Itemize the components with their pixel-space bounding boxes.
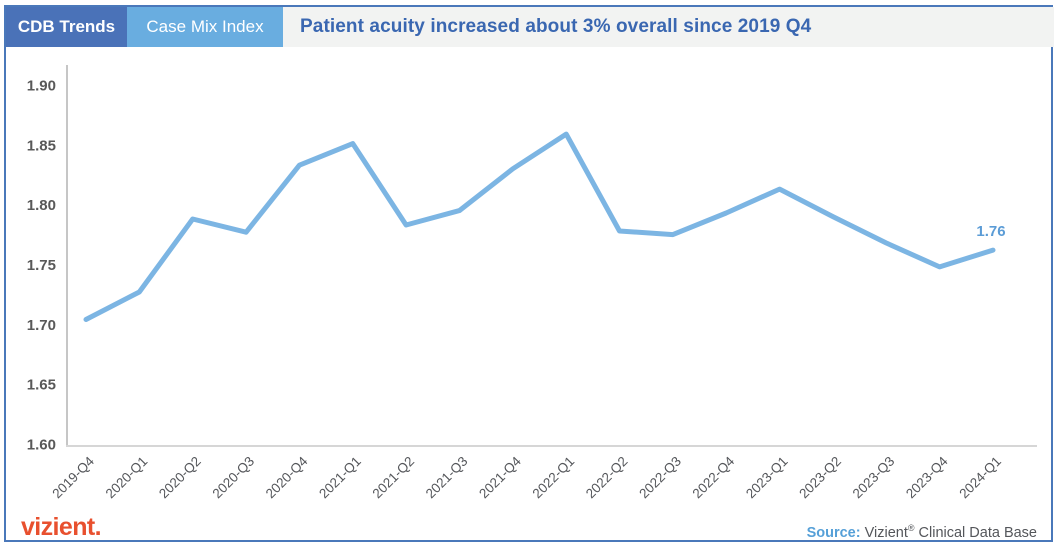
x-tick-label: 2020-Q2 [156,454,204,502]
source-rest: Clinical Data Base [914,524,1037,541]
x-tick-label: 2020-Q3 [209,454,257,502]
y-tick-label: 1.70 [27,317,56,334]
cdb-trends-badge-label: CDB Trends [17,17,116,36]
x-tick-label: 2021-Q4 [476,453,524,501]
y-tick-label: 1.80 [27,197,56,214]
case-mix-index-badge: Case Mix Index [127,7,283,47]
registered-mark: ® [907,523,915,533]
last-value-label: 1.76 [976,223,1005,240]
y-tick-label: 1.90 [27,78,56,95]
y-tick-label: 1.75 [27,257,56,274]
header-bar: CDB Trends Case Mix Index Patient acuity… [6,7,1054,47]
x-tick-label: 2022-Q2 [583,454,631,502]
x-tick-label: 2022-Q4 [690,453,738,501]
trend-line [83,131,996,322]
y-axis-labels: 1.90 1.85 1.80 1.75 1.70 1.65 1.60 [27,78,56,454]
vizient-logo: vizient. [21,513,102,541]
x-tick-label: 2021-Q1 [316,454,364,502]
x-tick-label: 2023-Q1 [743,454,791,502]
chart-title: Patient acuity increased about 3% overal… [300,16,812,37]
x-tick-label: 2020-Q1 [103,454,151,502]
y-tick-label: 1.60 [27,437,56,454]
x-tick-label: 2023-Q2 [796,454,844,502]
x-axis-labels: 2019-Q4 2020-Q1 2020-Q2 2020-Q3 2020-Q4 2021-… [49,453,1004,501]
x-tick-label: 2022-Q3 [636,454,684,502]
chart-title-box: Patient acuity increased about 3% overal… [283,7,1054,47]
cdb-trends-badge: CDB Trends [6,7,127,47]
x-tick-label: 2021-Q3 [423,454,471,502]
y-tick-label: 1.85 [27,137,56,154]
x-tick-label: 2024-Q1 [956,454,1004,502]
source-label: Source: [806,524,861,541]
x-tick-label: 2023-Q3 [850,454,898,502]
x-tick-label: 2019-Q4 [49,453,97,501]
x-tick-label: 2020-Q4 [263,453,311,501]
source-attribution: Source: Vizient® Clinical Data Base [807,523,1037,541]
x-tick-label: 2023-Q4 [903,453,951,501]
x-tick-label: 2022-Q1 [530,454,578,502]
x-tick-label: 2021-Q2 [369,454,417,502]
source-org: Vizient [864,524,908,541]
case-mix-index-badge-label: Case Mix Index [146,17,264,36]
y-tick-label: 1.65 [27,377,56,394]
